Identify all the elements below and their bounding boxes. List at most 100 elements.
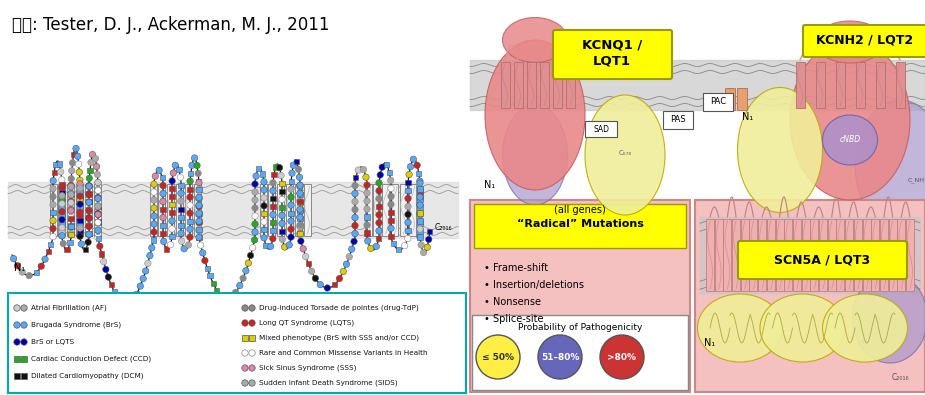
Circle shape [337, 275, 342, 282]
Circle shape [290, 162, 297, 169]
Circle shape [187, 226, 193, 232]
Circle shape [253, 173, 259, 179]
Circle shape [14, 322, 20, 328]
Circle shape [59, 233, 65, 239]
Circle shape [352, 198, 358, 205]
Bar [332, 282, 337, 287]
Bar [387, 170, 392, 175]
Circle shape [297, 214, 303, 220]
Circle shape [297, 230, 303, 237]
Bar [391, 184, 398, 236]
Bar [871, 219, 880, 291]
Bar [417, 218, 423, 224]
Circle shape [279, 236, 286, 243]
Circle shape [187, 202, 193, 208]
Bar [828, 219, 836, 291]
Circle shape [20, 339, 27, 345]
Text: SAD: SAD [593, 124, 609, 134]
Circle shape [364, 206, 370, 212]
Circle shape [149, 245, 155, 251]
Bar [409, 184, 415, 236]
Circle shape [20, 305, 27, 311]
Bar [388, 234, 393, 239]
Circle shape [196, 210, 203, 216]
Circle shape [252, 229, 258, 235]
Bar [880, 219, 888, 291]
Circle shape [376, 220, 382, 226]
Text: • Frame-shift: • Frame-shift [484, 263, 549, 273]
Circle shape [364, 238, 371, 244]
Bar [391, 241, 396, 246]
Text: • Insertion/deletions: • Insertion/deletions [484, 280, 584, 290]
Circle shape [420, 249, 426, 256]
Bar [416, 171, 421, 176]
Bar [196, 187, 202, 192]
FancyBboxPatch shape [738, 241, 907, 279]
Circle shape [94, 187, 101, 194]
Circle shape [352, 182, 358, 189]
Circle shape [241, 320, 248, 326]
FancyBboxPatch shape [553, 30, 672, 79]
Circle shape [296, 174, 302, 181]
Circle shape [196, 203, 203, 210]
Circle shape [297, 214, 303, 220]
Bar [862, 219, 870, 291]
Bar [193, 184, 201, 236]
Bar [262, 211, 266, 216]
Circle shape [297, 231, 303, 238]
Circle shape [86, 231, 93, 237]
Text: C_NH2: C_NH2 [907, 177, 925, 183]
Bar [242, 335, 248, 341]
Circle shape [196, 211, 203, 218]
Circle shape [187, 194, 193, 200]
Bar [59, 214, 65, 219]
Circle shape [68, 184, 74, 190]
Bar [219, 293, 225, 299]
Circle shape [270, 235, 276, 242]
Circle shape [77, 193, 83, 199]
Circle shape [187, 210, 193, 216]
Bar [289, 179, 293, 184]
Circle shape [59, 209, 65, 215]
Bar [400, 184, 407, 236]
Circle shape [194, 162, 200, 169]
Bar [160, 231, 166, 236]
Bar [417, 235, 423, 240]
Circle shape [417, 226, 424, 232]
Circle shape [169, 178, 176, 184]
Circle shape [349, 246, 355, 252]
Bar [78, 194, 82, 199]
Bar [802, 219, 809, 291]
Circle shape [20, 322, 27, 328]
Circle shape [241, 350, 248, 356]
Circle shape [59, 209, 65, 215]
Circle shape [252, 221, 258, 227]
Circle shape [94, 171, 101, 178]
Ellipse shape [853, 273, 925, 363]
Circle shape [202, 258, 208, 264]
Circle shape [288, 218, 294, 224]
Circle shape [288, 186, 294, 192]
Bar [382, 184, 389, 236]
Circle shape [68, 231, 74, 238]
Circle shape [68, 230, 74, 237]
Circle shape [405, 203, 412, 210]
Circle shape [77, 233, 83, 239]
Circle shape [252, 189, 258, 195]
Bar [160, 223, 166, 228]
Circle shape [364, 198, 370, 204]
Circle shape [297, 206, 303, 213]
Bar [48, 242, 54, 247]
Text: C₂₀₁₆: C₂₀₁₆ [435, 224, 452, 233]
Bar [793, 219, 801, 291]
Circle shape [185, 242, 191, 248]
Bar [703, 93, 733, 111]
Circle shape [94, 227, 101, 233]
Circle shape [86, 223, 93, 229]
Bar [264, 243, 268, 248]
Bar [500, 62, 510, 108]
Bar [169, 186, 175, 192]
Bar [196, 227, 202, 232]
Bar [427, 229, 432, 234]
Circle shape [247, 252, 253, 259]
